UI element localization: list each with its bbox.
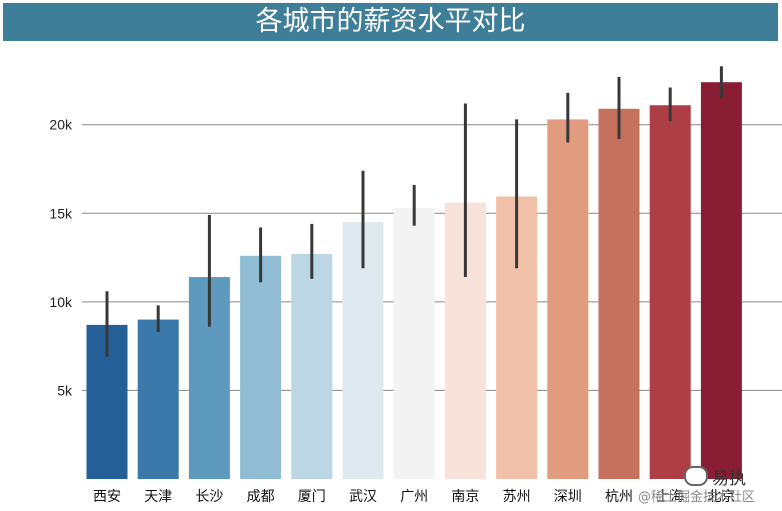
title-bar: 各城市的薪资水平对比: [3, 3, 778, 41]
y-tick-label: 20k: [49, 117, 73, 133]
bar: [649, 105, 691, 479]
bar: [700, 82, 742, 479]
bar: [393, 207, 435, 479]
watermark-brand: 易执: [712, 469, 746, 489]
x-tick-label: 长沙: [195, 489, 223, 505]
x-tick-label: 天津: [144, 489, 172, 505]
x-tick-label: 厦门: [298, 489, 326, 505]
x-tick-label: 苏州: [503, 489, 531, 505]
bar: [137, 319, 179, 479]
x-tick-label: 南京: [451, 489, 479, 505]
y-tick-label: 10k: [49, 294, 73, 310]
bar: [240, 255, 282, 479]
chart-title: 各城市的薪资水平对比: [255, 6, 526, 37]
wechat-icon: [684, 466, 708, 486]
bar: [598, 108, 640, 480]
watermark-site: @稀土掘金技术社区: [638, 490, 756, 505]
x-tick-label: 广州: [400, 489, 428, 505]
x-tick-label: 武汉: [349, 489, 377, 505]
x-tick-label: 北京: [707, 489, 735, 505]
x-tick-label: 上海: [656, 489, 684, 505]
bar: [547, 119, 589, 480]
y-tick-label: 5k: [57, 382, 73, 398]
bar: [291, 254, 333, 479]
y-tick-label: 15k: [49, 205, 73, 221]
x-tick-label: 深圳: [554, 489, 582, 505]
watermark: 易执 @稀土掘金技术社区: [636, 462, 782, 508]
x-tick-label: 西安: [93, 489, 121, 505]
x-tick-label: 杭州: [605, 489, 633, 505]
x-tick-label: 成都: [247, 489, 275, 505]
